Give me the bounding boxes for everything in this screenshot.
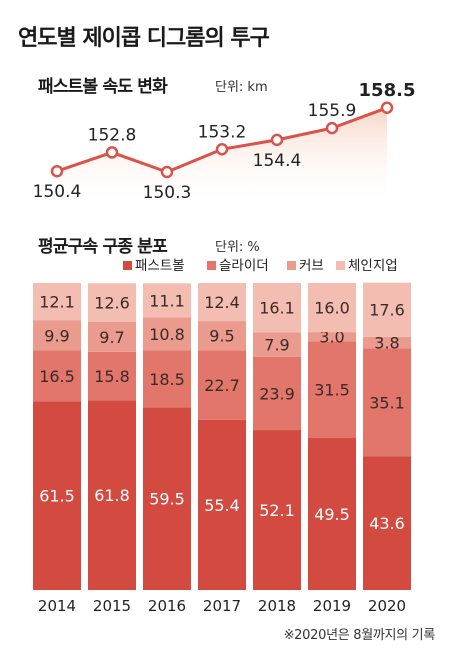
bar-data-label: 18.5 — [149, 370, 185, 389]
legend-swatch — [123, 261, 132, 270]
bar-segment — [198, 419, 246, 590]
footnote: ※2020년은 8월까지의 기록 — [283, 628, 436, 643]
bar-data-label: 59.5 — [149, 490, 185, 509]
legend-label: 패스트볼 — [135, 258, 185, 274]
legend-label: 슬라이더 — [219, 258, 269, 274]
bar-data-label: 61.5 — [39, 487, 75, 506]
line-data-label: 153.2 — [198, 122, 247, 142]
bar-data-label: 3.8 — [374, 334, 399, 353]
bar-segment — [33, 283, 81, 321]
line-point — [50, 164, 64, 178]
bar-data-label: 11.1 — [149, 291, 185, 310]
line-point — [380, 101, 394, 114]
bar-data-label: 12.4 — [204, 293, 240, 312]
bar-segment — [363, 456, 411, 590]
bar-segment — [253, 283, 301, 333]
bar-segment — [198, 321, 246, 351]
bar-data-label: 16.5 — [39, 367, 75, 386]
bar-data-label: 61.8 — [94, 486, 130, 505]
legend-swatch — [287, 261, 296, 270]
line-point — [105, 146, 119, 159]
x-tick-label: 2017 — [203, 597, 241, 615]
bar-segment — [88, 400, 136, 590]
bar-data-label: 9.5 — [209, 327, 234, 346]
x-tick-label: 2019 — [313, 597, 351, 615]
legend-swatch — [336, 261, 345, 270]
line-point — [325, 121, 339, 135]
bar-segment — [363, 336, 411, 349]
line-point — [160, 165, 174, 179]
line-chart-title: 패스트볼 속도 변화 — [38, 77, 168, 97]
bar-segment — [308, 283, 356, 333]
x-tick-label: 2020 — [368, 597, 406, 615]
bar-chart: 61.5 16.5 9.9 12.1 2014 61.8 15.8 9.7 12.6 2015 59… — [33, 282, 411, 615]
bar-data-label: 9.9 — [44, 326, 69, 345]
line-data-label: 154.4 — [253, 151, 302, 171]
bar-segment — [363, 348, 411, 457]
bar-data-label: 52.1 — [259, 501, 295, 520]
bar-segment — [143, 407, 191, 590]
line-data-label: 152.8 — [88, 125, 137, 145]
bar-segment — [143, 283, 191, 318]
line-point — [270, 133, 284, 147]
line-data-label: 155.9 — [308, 101, 357, 121]
bar-segment — [308, 341, 356, 439]
main-title: 연도별 제이콥 디그롬의 투구 — [18, 26, 270, 51]
bar-segment — [88, 351, 136, 401]
bar-segment — [253, 332, 301, 357]
bar-data-label: 43.6 — [369, 514, 405, 533]
bar-data-label: 12.6 — [94, 294, 130, 313]
bar-segment — [308, 438, 356, 590]
line-data-label: 150.4 — [33, 182, 82, 202]
line-area — [57, 107, 387, 205]
legend-label: 체인지업 — [348, 258, 398, 274]
bar-data-label: 17.6 — [369, 301, 405, 320]
bar-data-label: 12.1 — [39, 293, 75, 312]
x-tick-label: 2018 — [258, 597, 296, 615]
bar-data-label: 15.8 — [94, 367, 130, 386]
bar-segment — [33, 401, 81, 590]
line-chart-unit: 단위: km — [215, 80, 268, 95]
legend: 패스트볼 슬라이더 커브 체인지업 — [123, 258, 398, 274]
bar-segment — [308, 332, 356, 342]
x-tick-label: 2016 — [148, 597, 186, 615]
bar-chart-unit: 단위: % — [215, 240, 260, 255]
bar-segment — [143, 317, 191, 351]
bar-data-label: 23.9 — [259, 384, 295, 403]
bar-segment — [198, 283, 246, 322]
line-data-label: 158.5 — [359, 80, 416, 101]
bar-segment — [253, 356, 301, 431]
bar-segment — [253, 430, 301, 590]
bar-segment — [88, 321, 136, 352]
bar-data-label: 22.7 — [204, 376, 240, 395]
bar-data-label: 16.1 — [259, 299, 295, 318]
bar-segment — [33, 320, 81, 351]
bar-data-label: 16.0 — [314, 299, 350, 318]
bar-segment — [198, 350, 246, 420]
bar-segment — [33, 350, 81, 402]
bar-data-label: 3.0 — [319, 328, 344, 347]
bar-segment — [88, 283, 136, 322]
bar-data-label: 55.4 — [204, 496, 240, 515]
bar-segment — [143, 350, 191, 408]
legend-swatch — [207, 261, 216, 270]
bar-data-label: 35.1 — [369, 393, 405, 412]
bar-data-label: 31.5 — [314, 381, 350, 400]
line-point — [215, 143, 229, 156]
bar-segment — [363, 282, 411, 337]
bar-data-label: 7.9 — [264, 336, 289, 355]
legend-label: 커브 — [299, 258, 324, 274]
bar-data-label: 49.5 — [314, 505, 350, 524]
bar-chart-title: 평균구속 구종 분포 — [38, 237, 168, 257]
bar-data-label: 9.7 — [99, 328, 124, 347]
x-tick-label: 2015 — [93, 597, 131, 615]
line-data-label: 150.3 — [143, 183, 192, 203]
x-tick-label: 2014 — [38, 597, 76, 615]
bar-data-label: 10.8 — [149, 325, 185, 344]
